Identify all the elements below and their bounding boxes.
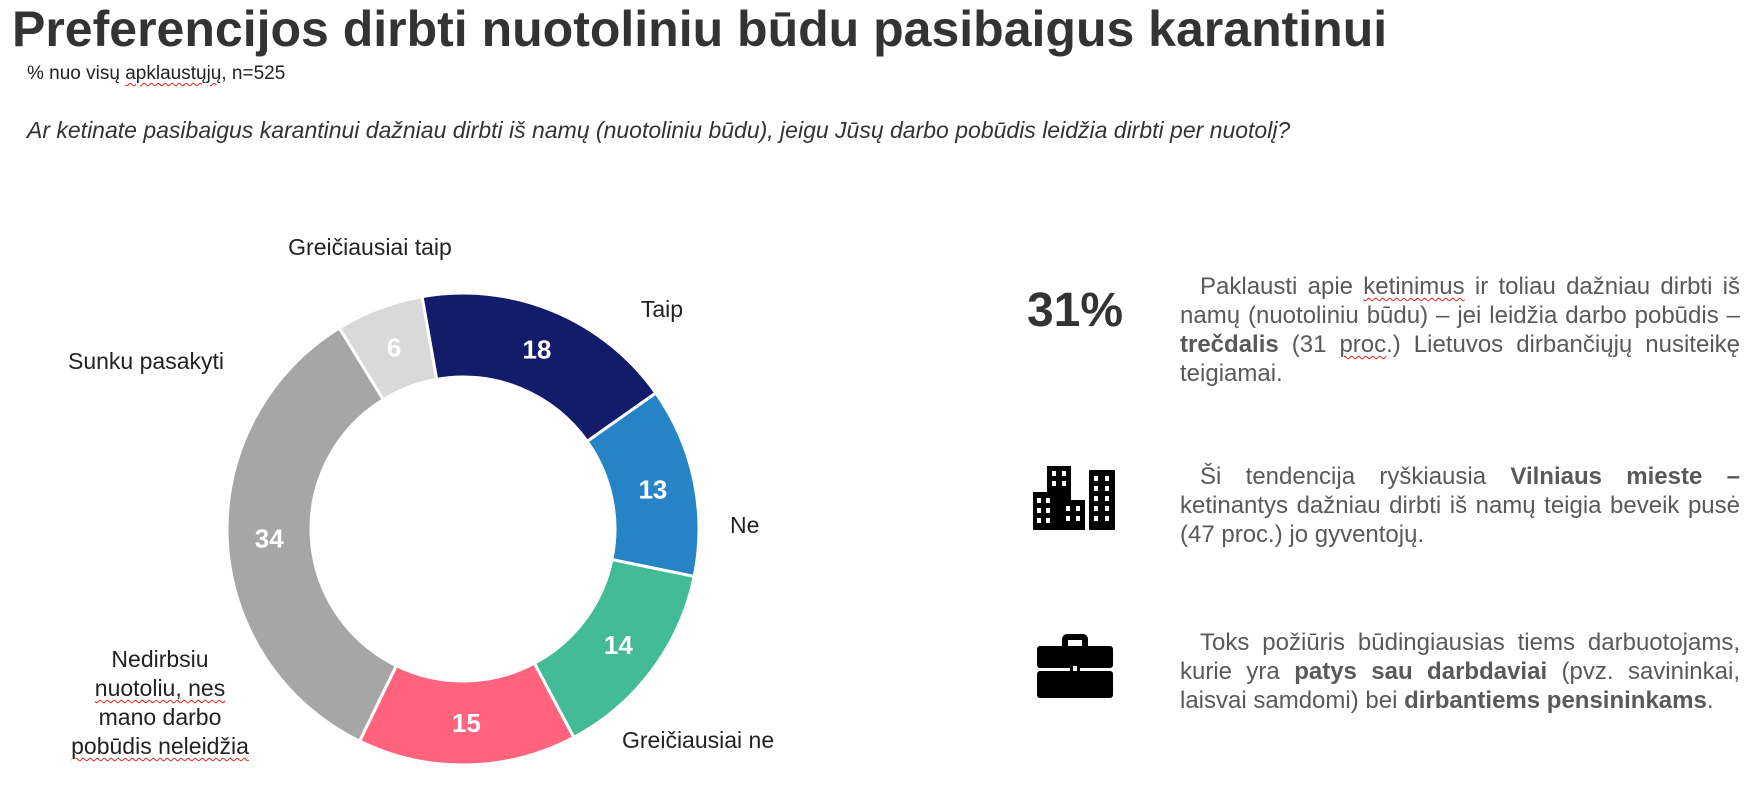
stat-box: 31% <box>1000 280 1150 340</box>
long-label-line-4: pobūdis neleidžia <box>71 733 249 759</box>
insight-3-part-3: . <box>1706 687 1714 714</box>
insight-3-bold-1: patys sau darbdaviai <box>1294 658 1548 685</box>
city-buildings-icon <box>1033 466 1115 530</box>
slice-cannot-remote <box>225 325 399 744</box>
long-label-line-3: mano darbo <box>98 704 222 730</box>
insight-1-part-1: Paklausti apie <box>1200 273 1364 300</box>
slice-hard-to-say-label: Sunku pasakyti <box>68 348 224 374</box>
city-icon-box <box>1000 462 1150 532</box>
long-label-line-2: nuotoliu, nes <box>94 675 226 701</box>
long-label-line-1: Nedirbsiu <box>111 646 209 672</box>
slice-cannot-remote-value: 34 <box>255 523 284 553</box>
insight-row-3: Toks požiūris būdingiausias tiems darbuo… <box>1000 628 1750 748</box>
donut-chart: 18 Greičiausiai taip 13 Taip 14 Ne 15 Greičiaus… <box>68 234 774 767</box>
slice-no-label: Ne <box>730 512 759 538</box>
stat-value: 31% <box>1026 283 1124 337</box>
slice-label-cannot-remote: Nedirbsiu nuotoliu, nes mano darbo pobūd… <box>50 645 270 761</box>
survey-question: Ar ketinate pasibaigus karantinui dažnia… <box>27 117 1291 143</box>
insight-2-bold-1: Vilniaus mieste – <box>1510 463 1740 490</box>
slice-probably-yes-label: Greičiausiai taip <box>288 234 452 260</box>
insight-1-part-3: ir toliau dažniau dirbti iš namų (nuotol… <box>1180 273 1741 329</box>
briefcase-icon <box>1037 634 1113 698</box>
subtitle-prefix: % nuo visų <box>27 63 126 84</box>
slice-probably-no-value: 15 <box>452 708 481 738</box>
insight-1-part-5: proc <box>1339 331 1387 358</box>
insight-row-1: 31% Paklausti apie ketinimus ir toliau d… <box>1000 272 1750 392</box>
insight-3-part-2: (pvz. savininkai, laisvai samdomi) bei <box>1180 658 1740 714</box>
insight-3-part-1: Toks požiūris būdingiausias tiems darbuo… <box>1180 629 1740 685</box>
insight-1-bold-1: trečdalis <box>1180 331 1279 358</box>
subtitle: % nuo visų apklaustųjų, n=525 <box>27 63 285 85</box>
insight-3-bold-2: dirbantiems pensininkams <box>1404 687 1707 714</box>
insight-2-part-2: ketinantys dažniau dirbti iš namų teigia… <box>1180 492 1740 548</box>
insight-text-1: Paklausti apie ketinimus ir toliau dažni… <box>1180 272 1740 388</box>
slice-no-value: 14 <box>604 630 633 660</box>
insight-2-part-1: Ši tendencija ryškiausia <box>1200 463 1511 490</box>
briefcase-icon-box <box>1000 630 1150 702</box>
slice-yes-value: 13 <box>638 474 667 504</box>
insight-row-2: Ši tendencija ryškiausia Vilniaus mieste… <box>1000 462 1750 582</box>
insight-1-part-2: ketinimus <box>1363 273 1465 300</box>
slice-probably-no-label: Greičiausiai ne <box>622 727 774 753</box>
slice-hard-to-say-value: 6 <box>387 333 401 363</box>
insight-1-part-4: (31 <box>1278 331 1340 358</box>
insight-text-3: Toks požiūris būdingiausias tiems darbuo… <box>1180 628 1740 715</box>
insight-1-part-6: .) Lietuvos dirbančiųjų nusiteikę teigia… <box>1180 331 1740 387</box>
page-title: Preferencijos dirbti nuotoliniu būdu pas… <box>12 1 1388 57</box>
slice-yes-label: Taip <box>641 296 683 322</box>
slice-hard-to-say <box>337 294 439 402</box>
subtitle-word: apklaustųjų <box>125 63 222 84</box>
slice-probably-yes-value: 18 <box>522 335 551 365</box>
subtitle-suffix: , n=525 <box>221 63 286 84</box>
insight-text-2: Ši tendencija ryškiausia Vilniaus mieste… <box>1180 462 1740 549</box>
